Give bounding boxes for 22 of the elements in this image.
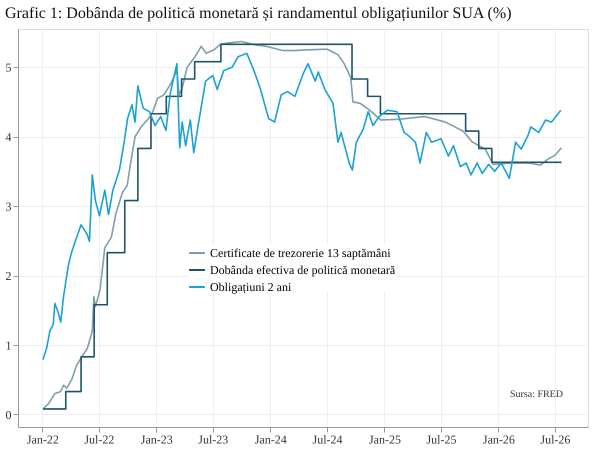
x-tick-label: Jul-26 — [540, 432, 570, 446]
x-tick-label: Jul-24 — [312, 432, 343, 446]
x-tick-label: Jan-23 — [140, 432, 173, 446]
y-tick-label: 3 — [6, 200, 12, 214]
y-tick-label: 1 — [6, 338, 12, 353]
x-tick-label: Jul-23 — [198, 432, 228, 446]
legend-label: Dobânda efectiva de politică monetară — [210, 263, 396, 277]
legend-label: Obligațiuni 2 ani — [210, 280, 292, 294]
annotation: Sursa: FRED — [510, 389, 563, 400]
y-tick-label: 4 — [6, 130, 12, 144]
x-tick-label: Jan-25 — [368, 432, 401, 446]
x-tick-label: Jul-25 — [426, 432, 456, 446]
chart-title: Grafic 1: Dobânda de politică monetară și randamentul obligațiunilor SUA (%) — [5, 5, 512, 22]
x-tick-label: Jan-22 — [26, 432, 59, 446]
x-tick-label: Jan-24 — [254, 432, 287, 446]
x-tick-label: Jan-26 — [482, 432, 515, 446]
y-tick-label: 5 — [6, 60, 12, 75]
line-series — [42, 52, 562, 360]
y-tick-label: 0 — [6, 408, 12, 422]
legend-label: Certificate de trezorerie 13 saptămâni — [210, 246, 392, 260]
x-tick-label: Jul-22 — [84, 432, 114, 446]
y-tick-label: 2 — [6, 269, 12, 284]
